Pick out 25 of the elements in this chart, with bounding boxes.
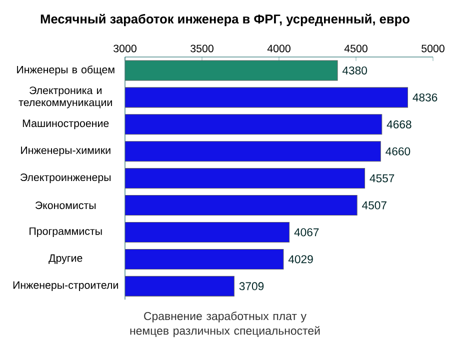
x-tick-label: 4500 — [344, 44, 368, 52]
data-label: 4507 — [362, 201, 386, 210]
data-label: 3709 — [239, 282, 264, 290]
y-tick-label: Инженеры-химики — [21, 146, 110, 156]
y-tick-label: Электроника и телекоммуникации — [18, 86, 112, 108]
data-label: 4668 — [386, 120, 412, 128]
y-tick-label: Экономисты — [35, 202, 96, 210]
data-label: 4660 — [386, 147, 410, 156]
data-label: 4067 — [294, 228, 319, 236]
y-tick-label: Другие — [48, 254, 82, 264]
x-tick-label: 5000 — [422, 44, 444, 52]
y-tick-label: Электроинженеры — [20, 174, 111, 184]
data-label: 4557 — [370, 174, 394, 182]
y-tick-label: Программисты — [30, 227, 102, 238]
data-label: 4380 — [342, 66, 367, 74]
data-label: 4029 — [288, 255, 313, 264]
y-tick-label: Инженеры в общем — [17, 65, 114, 76]
x-tick-label: 4000 — [267, 44, 290, 52]
data-label: 4836 — [412, 93, 438, 102]
y-tick-label: Инженеры-строители — [13, 281, 118, 291]
x-tick-label: 3000 — [114, 44, 136, 52]
text: Сравнение заработных плат у немцев различных специальностей — [130, 312, 320, 338]
y-tick-label: Машиностроение — [22, 120, 109, 130]
x-tick-label: 3500 — [190, 44, 214, 52]
chart-title: Месячный заработок инженера в ФРГ, усредненный, евро — [40, 14, 410, 26]
